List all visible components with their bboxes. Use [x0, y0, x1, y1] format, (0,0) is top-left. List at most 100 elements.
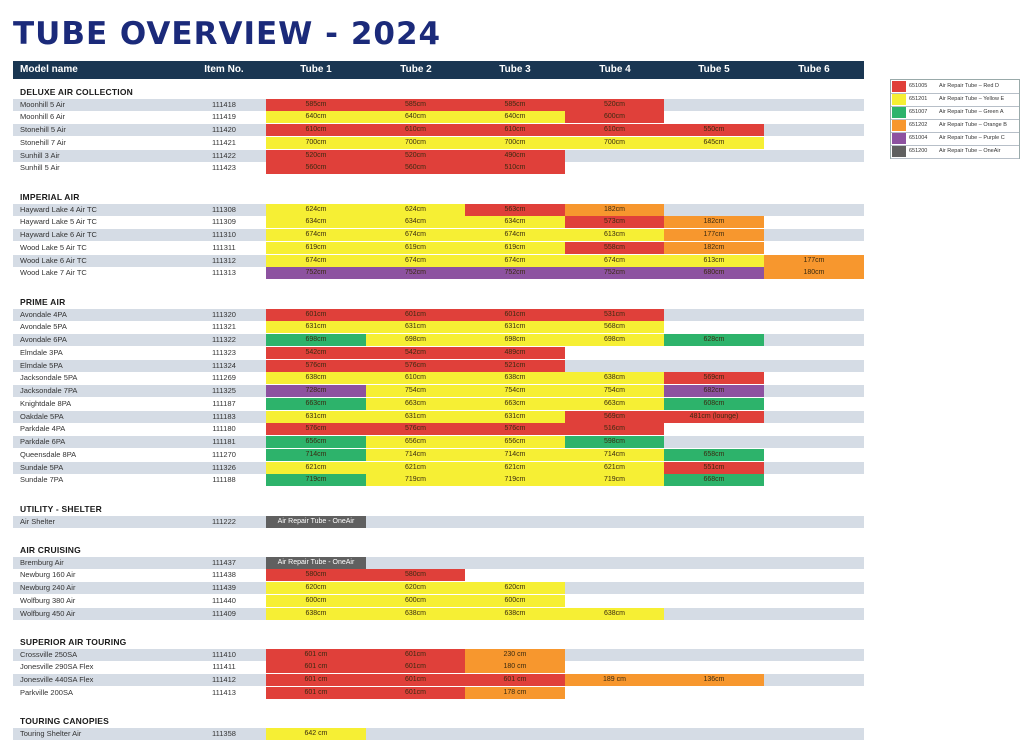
item-number: 111418: [212, 99, 236, 109]
model-name: Sunhill 3 Air: [20, 150, 60, 160]
model-name: Hayward Lake 6 Air TC: [20, 230, 97, 239]
table-row: Wood Lake 5 Air TC 111311 619cm 619cm 619cm 5…: [13, 241, 864, 254]
legend-code: 651005: [909, 83, 928, 89]
item-number: 111181: [212, 437, 236, 446]
tube-cell: 600cm: [366, 594, 465, 607]
table-row: Sunhill 5 Air 111423 560cm 560cm 510cm: [13, 162, 864, 175]
model-name: Avondale 4PA: [20, 309, 67, 319]
model-name: Touring Shelter Air: [20, 728, 82, 738]
legend-swatch: [892, 133, 906, 144]
tube-cell: 621cm: [465, 461, 565, 474]
model-name: Crossville 250SA: [20, 649, 78, 659]
table-row: Newburg 240 Air 111439 620cm 620cm 620cm: [13, 582, 864, 594]
tube-cell: 601cm: [366, 661, 465, 674]
tube-cell: 613cm: [664, 254, 764, 267]
tube-cell: 182cm: [565, 203, 664, 216]
tube-cell: 752cm: [465, 267, 565, 280]
tube-cell: 658cm: [664, 448, 764, 461]
model-name: Moonhill 6 Air: [20, 112, 66, 122]
tube-cell: 585cm: [465, 98, 565, 111]
tube-cell: Air Repair Tube - OneAir: [266, 556, 366, 569]
tube-cell: 580cm: [266, 569, 366, 582]
tube-cell: 714cm: [465, 448, 565, 461]
tube-cell: 490cm: [465, 149, 565, 162]
table-row: Jacksondale 7PA 111325 728cm 754cm 754cm 754c…: [13, 385, 864, 397]
item-number: 111312: [212, 255, 236, 265]
tube-cell: 585cm: [266, 98, 366, 111]
item-number: 111420: [212, 125, 236, 134]
legend-code: 651007: [909, 109, 928, 115]
tube-cell: 610cm: [465, 124, 565, 136]
model-name: Wood Lake 7 Air TC: [20, 268, 87, 278]
model-name: Moonhill 5 Air: [20, 99, 66, 109]
tube-cell: 698cm: [266, 334, 366, 346]
header-tube-4: Tube 4: [599, 64, 631, 75]
tube-cell: 719cm: [565, 474, 664, 487]
header-model-name: Model name: [20, 64, 78, 75]
model-name: Jonesville 440SA Flex: [20, 675, 94, 684]
tube-cell: 634cm: [465, 216, 565, 229]
table-row: Moonhill 5 Air 111418 585cm 585cm 585cm 520cm: [13, 98, 864, 111]
tube-cell: 601cm: [366, 308, 465, 321]
tube-cell: 700cm: [565, 136, 664, 149]
header-item-no: Item No.: [204, 64, 244, 75]
model-name: Wolfburg 450 Air: [20, 608, 76, 618]
tube-cell: 520cm: [266, 149, 366, 162]
tube-cell: 628cm: [664, 334, 764, 346]
item-number: 111419: [212, 112, 236, 122]
table-row: Hayward Lake 5 Air TC 111309 634cm 634cm 634…: [13, 216, 864, 229]
item-number: 111324: [212, 360, 236, 370]
tube-cell: 714cm: [366, 448, 465, 461]
tube-cell: 719cm: [366, 474, 465, 487]
tube-cell: 610cm: [266, 124, 366, 136]
table-row: Bremburg Air 111437 Air Repair Tube - OneA…: [13, 556, 864, 569]
model-name: Hayward Lake 4 Air TC: [20, 204, 97, 214]
model-name: Newburg 160 Air: [20, 570, 76, 580]
tube-cell: 620cm: [465, 582, 565, 594]
section-heading: PRIME AIR: [20, 297, 66, 307]
tube-cell: 601cm: [266, 308, 366, 321]
table-row: Wolfburg 380 Air 111440 600cm 600cm 600cm: [13, 594, 864, 607]
tube-cell: 674cm: [565, 254, 664, 267]
tube-cell: 674cm: [366, 229, 465, 241]
header-tube-3: Tube 3: [499, 64, 531, 75]
tube-cell: 520cm: [565, 98, 664, 111]
tube-cell: 645cm: [664, 136, 764, 149]
table-row: Queensdale 8PA 111270 714cm 714cm 714cm 714cm…: [13, 448, 864, 461]
tube-cell: 674cm: [266, 229, 366, 241]
tube-cell: 600cm: [266, 594, 366, 607]
item-number: 111322: [212, 335, 236, 344]
table-row: Sunhill 3 Air 111422 520cm 520cm 490cm: [13, 149, 864, 162]
tube-cell: 714cm: [565, 448, 664, 461]
tube-cell: 638cm: [565, 607, 664, 620]
tube-cell: 719cm: [266, 474, 366, 487]
legend-name: Air Repair Tube – Green A: [939, 109, 1004, 115]
legend-row: 651005 Air Repair Tube – Red D: [891, 80, 1019, 94]
model-name: Sundale 7PA: [20, 475, 64, 485]
tube-cell: 634cm: [266, 216, 366, 229]
tube-cell: 569cm: [664, 372, 764, 385]
tube-cell: 576cm: [366, 359, 465, 372]
model-name: Wolfburg 380 Air: [20, 595, 76, 605]
table-row: Jacksondale 5PA 111269 638cm 610cm 638cm 638c…: [13, 372, 864, 385]
model-name: Hayward Lake 5 Air TC: [20, 217, 97, 227]
header-tube-5: Tube 5: [698, 64, 730, 75]
tube-cell: 601 cm: [266, 674, 366, 686]
item-number: 111323: [212, 347, 236, 357]
tube-cell: 601cm: [366, 686, 465, 699]
model-name: Stonehill 5 Air: [20, 125, 66, 134]
legend-row: 651004 Air Repair Tube – Purple C: [891, 132, 1019, 146]
legend-swatch: [892, 94, 906, 105]
legend-code: 651004: [909, 135, 928, 141]
legend-name: Air Repair Tube – Red D: [939, 83, 999, 89]
tube-cell: 754cm: [565, 385, 664, 397]
tube-cell: 752cm: [366, 267, 465, 280]
item-number: 111310: [212, 230, 236, 239]
tube-cell: 638cm: [366, 607, 465, 620]
tube-cell: 177cm: [664, 229, 764, 241]
model-name: Air Shelter: [20, 516, 56, 526]
tube-cell: 542cm: [266, 346, 366, 359]
page-title: TUBE OVERVIEW - 2024: [13, 16, 442, 52]
item-number: 111421: [212, 137, 236, 147]
tube-cell: 752cm: [266, 267, 366, 280]
